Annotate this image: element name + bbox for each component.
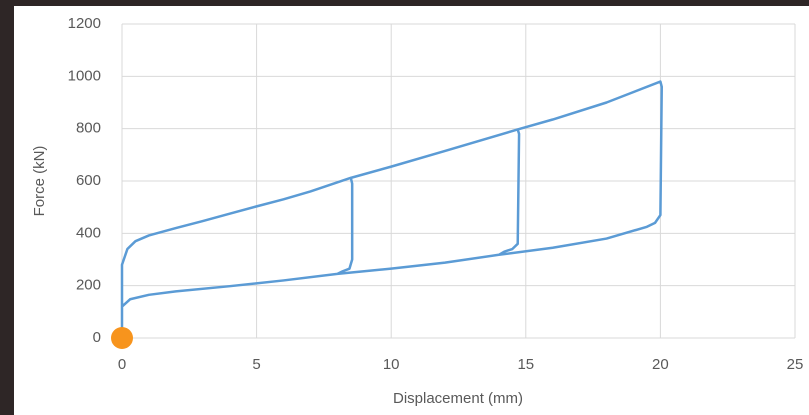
x-tick-label: 15 (517, 356, 534, 373)
x-tick-label: 0 (118, 356, 126, 373)
y-tick-label: 400 (76, 224, 101, 241)
y-tick-label: 1000 (68, 67, 101, 84)
y-tick-label: 200 (76, 277, 101, 294)
x-tick-label: 5 (252, 356, 260, 373)
chart: Displacement (mm) Force (kN) 02004006008… (0, 0, 809, 415)
page: Displacement (mm) Force (kN) 02004006008… (0, 0, 809, 415)
y-tick-label: 1200 (68, 15, 101, 32)
x-tick-label: 10 (383, 356, 400, 373)
x-tick-label: 25 (787, 356, 804, 373)
chart-background (14, 6, 809, 415)
y-tick-label: 600 (76, 172, 101, 189)
position-marker (111, 327, 133, 349)
y-tick-label: 0 (93, 329, 101, 346)
x-tick-label: 20 (652, 356, 669, 373)
y-axis-label: Force (kN) (31, 146, 48, 217)
x-axis-label: Displacement (mm) (393, 390, 523, 407)
y-tick-label: 800 (76, 120, 101, 137)
